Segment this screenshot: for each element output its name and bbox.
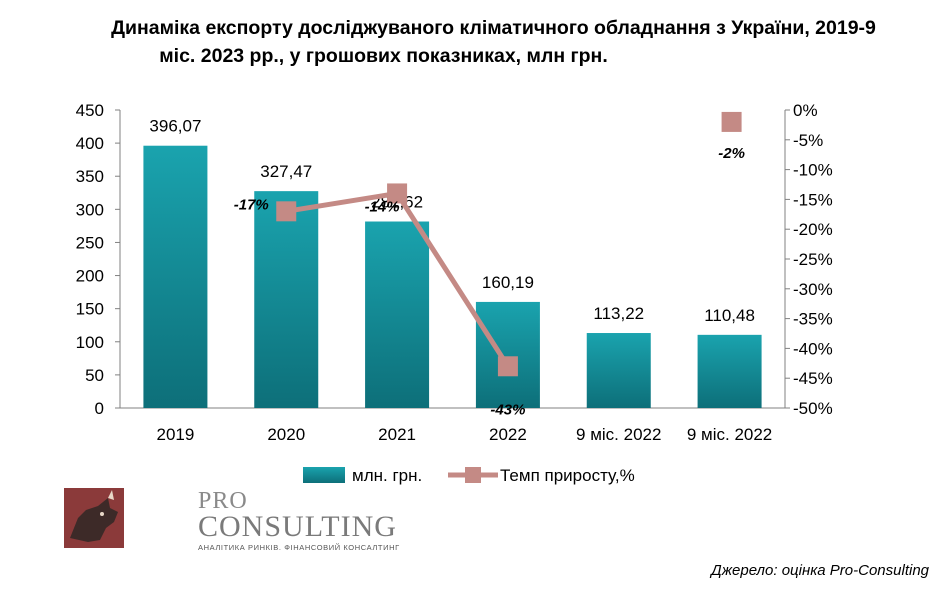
- y-left-tick-label: 300: [76, 200, 104, 219]
- y-right-tick-label: -40%: [793, 339, 833, 358]
- bar-data-label: 327,47: [260, 162, 312, 181]
- growth-data-label: -43%: [490, 401, 525, 418]
- y-right-tick-label: -10%: [793, 161, 833, 180]
- y-left-tick-label: 350: [76, 167, 104, 186]
- growth-data-label: -14%: [365, 198, 400, 215]
- bar: [475, 301, 540, 408]
- y-right-tick-label: 0%: [793, 101, 818, 120]
- growth-marker: [721, 111, 742, 132]
- legend-line-marker: [465, 467, 481, 483]
- y-right-tick-label: -45%: [793, 369, 833, 388]
- bar: [365, 221, 430, 408]
- x-tick-label: 2019: [157, 425, 195, 444]
- logo-tagline: АНАЛІТИКА РИНКІВ. ФІНАНСОВИЙ КОНСАЛТИНГ: [198, 543, 400, 552]
- y-right-tick-label: -35%: [793, 310, 833, 329]
- pro-consulting-logo: PRO CONSULTING АНАЛІТИКА РИНКІВ. ФІНАНСО…: [64, 488, 399, 552]
- y-right-tick-label: -25%: [793, 250, 833, 269]
- x-tick-label: 9 міс. 2022: [687, 425, 772, 444]
- growth-data-label: -17%: [234, 196, 269, 213]
- bar: [143, 145, 208, 409]
- bar-data-label: 113,22: [593, 304, 644, 323]
- growth-marker: [387, 183, 408, 204]
- y-left-tick-label: 50: [85, 366, 104, 385]
- bar: [254, 191, 319, 408]
- x-tick-label: 2021: [378, 425, 416, 444]
- rhino-emblem-icon: [64, 488, 124, 548]
- y-left-tick-label: 250: [76, 233, 104, 252]
- y-right-tick-label: -15%: [793, 190, 833, 209]
- y-right-tick-label: -30%: [793, 280, 833, 299]
- y-right-tick-label: -50%: [793, 399, 833, 418]
- y-right-tick-label: -5%: [793, 131, 823, 150]
- legend-bar-swatch: [303, 467, 345, 483]
- bar-data-label: 110,48: [704, 306, 755, 325]
- legend-line-label: Темп приросту,%: [500, 466, 635, 485]
- chart-title-line-2: міс. 2023 рр., у грошових показниках, мл…: [159, 45, 608, 67]
- legend-bar-label: млн. грн.: [352, 466, 422, 485]
- growth-marker: [497, 356, 518, 377]
- source-note: Джерело: оцінка Pro-Consulting: [711, 562, 929, 579]
- growth-data-label: -2%: [718, 145, 745, 162]
- x-tick-label: 9 міс. 2022: [576, 425, 661, 444]
- growth-marker: [276, 201, 297, 222]
- logo-pro-text: PRO: [198, 488, 248, 514]
- y-left-tick-label: 200: [76, 267, 104, 286]
- y-left-tick-label: 400: [76, 134, 104, 153]
- x-tick-label: 2022: [489, 425, 527, 444]
- y-left-tick-label: 0: [95, 399, 104, 418]
- bar: [697, 334, 762, 408]
- chart-title-line-1: Динаміка експорту досліджуваного клімати…: [111, 17, 876, 39]
- bar-data-label: 160,19: [482, 273, 534, 292]
- y-left-tick-label: 150: [76, 300, 104, 319]
- y-left-tick-label: 450: [76, 101, 104, 120]
- x-tick-label: 2020: [267, 425, 305, 444]
- logo-consulting-text: CONSULTING: [198, 510, 397, 543]
- y-left-tick-label: 100: [76, 333, 104, 352]
- bar-data-label: 396,07: [149, 117, 201, 136]
- y-right-tick-label: -20%: [793, 220, 833, 239]
- bar: [586, 333, 651, 408]
- chart-title: Динаміка експорту досліджуваного клімати…: [0, 14, 947, 70]
